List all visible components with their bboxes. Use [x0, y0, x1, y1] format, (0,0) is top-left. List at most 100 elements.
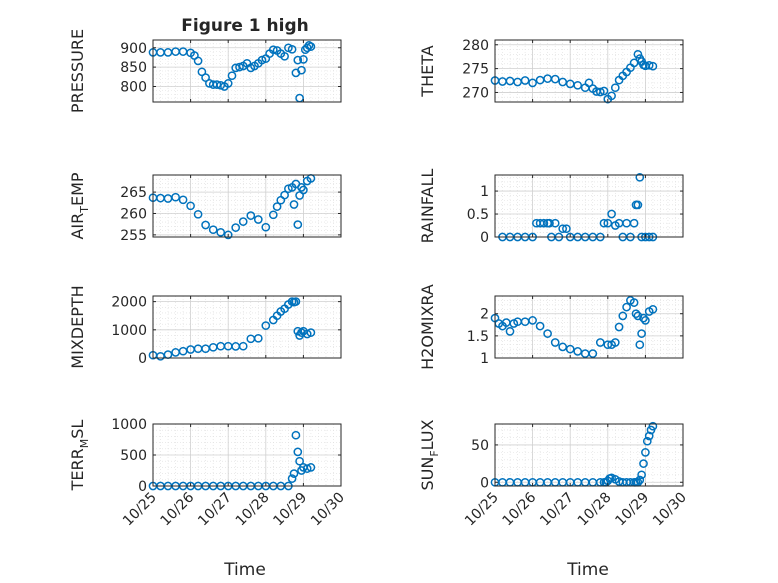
data-point [599, 218, 609, 228]
data-point [641, 316, 650, 325]
data-point [246, 211, 256, 220]
data-point [299, 185, 308, 195]
subplot-mixdepth: 0 1000 2000 MIXDEPTH [68, 285, 342, 369]
y-tick-label: 0 [480, 230, 489, 246]
x-tick-label: 10/25 [462, 490, 502, 530]
y-tick-label: 0 [138, 351, 147, 367]
data-point [171, 192, 180, 202]
y-axis-label: AIRTEMP [68, 172, 91, 239]
x-tick-label: 10/30 [308, 490, 348, 530]
y-tick-label: 265 [120, 185, 147, 201]
data-point [550, 218, 560, 228]
axes-box [152, 174, 342, 238]
data-point [291, 430, 301, 440]
data-point [223, 79, 233, 88]
data-point [280, 51, 289, 61]
subplot-air-temp: 255 260 265 AIRTEMP [68, 172, 342, 244]
y-axis-label: SUNFLUX [418, 419, 441, 490]
data-point [562, 224, 571, 234]
data-point [287, 44, 297, 54]
data-point [253, 215, 263, 224]
data-point [588, 349, 598, 358]
data-point [618, 311, 628, 321]
data-point [272, 202, 282, 211]
data-point [558, 224, 568, 234]
data-point [558, 342, 568, 352]
data-point [268, 45, 278, 55]
data-point [297, 65, 306, 75]
data-point [306, 328, 316, 337]
x-axis-label-right: Time [566, 560, 609, 580]
x-tick-label: 10/29 [612, 490, 652, 530]
data-point [280, 190, 289, 200]
data-point [595, 87, 605, 97]
data-point [550, 74, 560, 84]
y-tick-label: 900 [120, 41, 147, 57]
axes-box [494, 295, 684, 359]
data-point [614, 322, 624, 332]
data-point [635, 340, 645, 350]
y-tick-label: 0 [138, 479, 147, 495]
data-point [201, 220, 210, 230]
data-point [629, 298, 639, 307]
data-point [287, 474, 297, 483]
data-point [216, 227, 226, 237]
y-tick-label: 280 [462, 38, 489, 54]
data-point [607, 209, 616, 219]
subplot-terr-msl: 0 500 1000 TERRMSL 10/2510/2610/2710/2810/29… [68, 417, 348, 529]
data-point [642, 436, 652, 446]
subplot-h2omixra: 1 1.5 2 H2OMIXRA [418, 284, 684, 370]
y-axis-label: THETA [418, 45, 437, 97]
data-point [293, 220, 303, 229]
data-point [639, 313, 648, 323]
data-point [227, 71, 237, 81]
data-point [505, 327, 515, 336]
x-tick-label: 10/26 [500, 489, 540, 529]
x-tick-label: 10/28 [233, 490, 273, 530]
data-point [637, 470, 646, 480]
data-point [528, 78, 537, 88]
data-point [633, 49, 643, 59]
x-tick-label: 10/27 [537, 490, 577, 530]
data-point [238, 217, 248, 226]
data-point [289, 469, 299, 478]
y-tick-label: 50 [471, 438, 489, 454]
data-point [238, 341, 248, 351]
y-tick-label: 1000 [111, 323, 147, 339]
data-point [528, 316, 537, 325]
data-point [178, 195, 188, 205]
data-point [637, 329, 646, 338]
data-point [644, 431, 654, 441]
y-axis-label: TERRMSL [68, 420, 91, 492]
y-tick-label: 275 [462, 62, 489, 78]
y-tick-label: 0.5 [467, 207, 489, 223]
data-point [648, 304, 658, 314]
axes-background [495, 175, 683, 237]
data-point [293, 447, 303, 457]
axes-box [152, 295, 342, 359]
axes-box [494, 423, 684, 487]
data-point [543, 329, 552, 338]
axes-box [152, 39, 342, 103]
y-tick-label: 1.5 [467, 329, 489, 345]
data-point [231, 223, 241, 232]
y-axis-label: RAINFALL [418, 169, 437, 244]
data-point [268, 210, 278, 220]
subplot-theta: 270 275 280 THETA [418, 38, 684, 104]
y-axis-label: PRESSURE [68, 29, 87, 113]
y-tick-label: 1000 [111, 417, 147, 433]
y-tick-label: 0 [480, 475, 489, 491]
data-point [595, 338, 605, 347]
x-axis-label-left: Time [223, 560, 266, 580]
data-point [633, 200, 643, 210]
data-point [603, 340, 613, 350]
data-point [648, 61, 658, 71]
x-tick-label: 10/30 [650, 490, 690, 530]
data-point [201, 73, 210, 82]
data-point [261, 222, 271, 232]
data-point [607, 91, 616, 101]
data-point [306, 463, 316, 472]
data-point [520, 76, 530, 85]
data-point [261, 321, 271, 330]
